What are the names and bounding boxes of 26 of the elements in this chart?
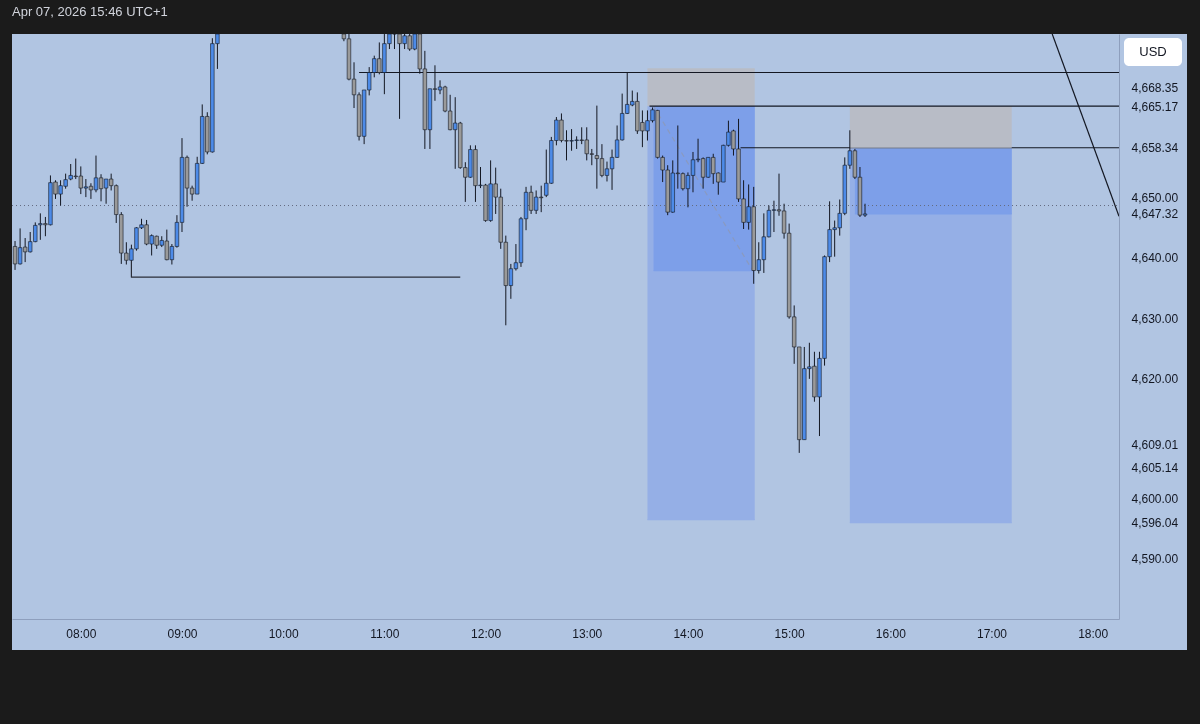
y-tick-label: 4,647.32: [1131, 207, 1179, 222]
x-tick-label: 10:00: [268, 626, 300, 641]
y-tick-label: 4,590.00: [1131, 552, 1179, 567]
x-tick-label: 09:00: [167, 626, 198, 641]
y-tick-label: 4,609.01: [1131, 437, 1179, 452]
y-axis-title: USD: [1139, 44, 1167, 59]
x-tick-label: 16:00: [875, 626, 907, 641]
x-tick-label: 17:00: [976, 626, 1008, 641]
x-tick-label: 08:00: [66, 626, 97, 641]
y-tick-label: 4,658.34: [1131, 141, 1179, 156]
y-tick-label: 4,665.17: [1131, 99, 1179, 114]
x-tick-label: 14:00: [673, 626, 704, 641]
y-tick-label: 4,640.00: [1131, 251, 1179, 266]
y-tick-label: 4,605.14: [1131, 461, 1179, 476]
x-tick-label: 11:00: [370, 626, 400, 641]
y-tick-label: 4,620.00: [1131, 371, 1179, 386]
y-tick-label: 4,600.00: [1131, 492, 1179, 507]
y-tick-label: 4,668.35: [1131, 80, 1179, 95]
x-tick-label: 15:00: [774, 626, 805, 641]
x-tick-label: 18:00: [1078, 626, 1109, 641]
y-tick-label: 4,596.04: [1131, 515, 1179, 530]
y-tick-label: 4,630.00: [1131, 311, 1179, 326]
chart-title: Apr 07, 2026 15:46 UTC+1: [12, 4, 168, 19]
y-tick-label: 4,650.00: [1131, 191, 1179, 206]
x-tick-label: 13:00: [572, 626, 603, 641]
x-tick-label: 12:00: [471, 626, 502, 641]
